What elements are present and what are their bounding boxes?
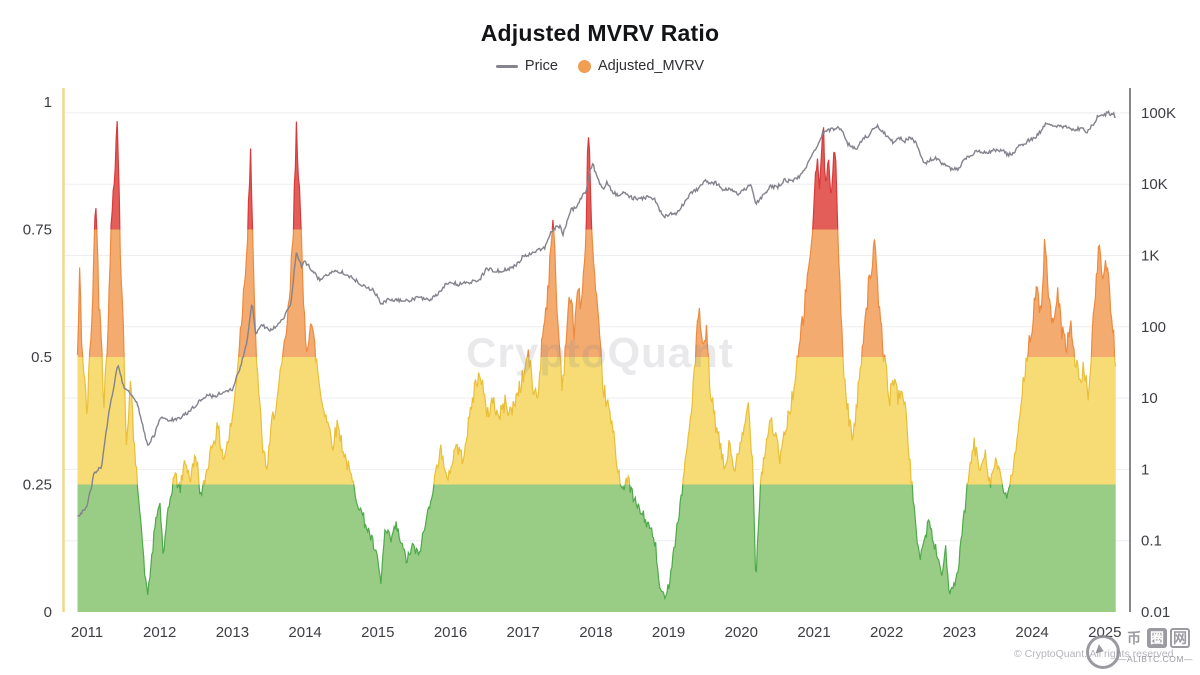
logo-char: 币	[1127, 630, 1141, 646]
left-tick-0.25: 0.25	[23, 477, 52, 494]
x-tick-2022: 2022	[870, 624, 903, 641]
legend-price-label: Price	[524, 58, 558, 74]
chart-title: Adjusted MVRV Ratio	[480, 20, 720, 46]
x-tick-2012: 2012	[143, 624, 176, 641]
alibtc-logo-domain: —ALIBTC.COM—	[1118, 654, 1193, 664]
x-tick-2019: 2019	[652, 624, 685, 641]
mvrv-band-red	[93, 121, 839, 230]
mvrv-area-bands	[76, 121, 1117, 612]
left-tick-1: 1	[44, 94, 52, 111]
left-tick-0.5: 0.5	[31, 349, 52, 366]
x-tick-2021: 2021	[797, 624, 830, 641]
left-tick-0: 0	[44, 604, 52, 621]
mvrv-dot-swatch-icon	[577, 59, 591, 73]
right-tick-10: 10	[1141, 390, 1158, 407]
right-tick-1: 1	[1141, 461, 1149, 478]
alibtc-logo-circle-icon	[1086, 635, 1120, 669]
right-tick-0.1: 0.1	[1141, 533, 1162, 550]
alibtc-logo: 币圈网 —ALIBTC.COM—	[1086, 626, 1200, 674]
x-tick-2018: 2018	[579, 624, 612, 641]
x-tick-2017: 2017	[507, 624, 540, 641]
mvrv-area-fill	[77, 357, 1116, 485]
alibtc-logo-text: 币圈网	[1124, 628, 1190, 648]
logo-char: 圈	[1147, 628, 1167, 648]
x-axis-tick-labels: 2011 2012 2013 2014 2015 2016 2017 2018 2019 2020…	[71, 624, 1122, 641]
legend-item-price[interactable]: Price	[495, 58, 558, 74]
x-tick-2011: 2011	[71, 624, 103, 641]
price-line-swatch-icon	[495, 64, 518, 68]
x-tick-2020: 2020	[725, 624, 758, 641]
x-tick-2013: 2013	[216, 624, 249, 641]
mvrv-band-orange	[76, 229, 1116, 357]
x-tick-2024: 2024	[1015, 624, 1048, 641]
logo-char: 网	[1170, 628, 1190, 648]
legend-mvrv-label: Adjusted_MVRV	[597, 58, 705, 74]
x-tick-2015: 2015	[361, 624, 394, 641]
right-tick-100: 100	[1141, 319, 1166, 336]
x-tick-2016: 2016	[434, 624, 467, 641]
price-line	[77, 109, 1116, 517]
mvrv-band-green	[77, 484, 1116, 612]
left-axis-tick-labels: 1 0.75 0.5 0.25 0	[23, 94, 52, 621]
x-tick-2023: 2023	[943, 624, 976, 641]
right-tick-100K: 100K	[1141, 105, 1176, 122]
chart-legend: Price Adjusted_MVRV	[0, 58, 1200, 74]
right-tick-10K: 10K	[1141, 176, 1168, 193]
mvrv-line	[93, 121, 839, 230]
right-tick-0.01: 0.01	[1141, 604, 1170, 621]
mvrv-area-fill	[77, 484, 1116, 612]
right-axis-tick-labels: 100K 10K 1K 100 10 1 0.1 0.01	[1141, 105, 1176, 621]
left-tick-0.75: 0.75	[23, 222, 52, 239]
right-tick-1K: 1K	[1141, 248, 1159, 265]
mvrv-line	[136, 484, 1011, 601]
mvrv-line	[76, 229, 1116, 357]
alibtc-logo-arrow-icon	[1095, 644, 1106, 656]
mvrv-band-yellow	[77, 357, 1117, 485]
x-tick-2014: 2014	[288, 624, 321, 641]
legend-item-adjusted-mvrv[interactable]: Adjusted_MVRV	[577, 58, 705, 74]
